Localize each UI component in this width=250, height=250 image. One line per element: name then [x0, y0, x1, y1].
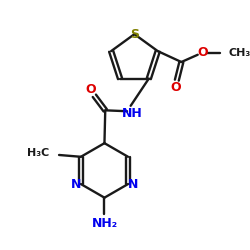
Text: NH: NH	[122, 106, 143, 120]
Text: N: N	[128, 178, 138, 190]
Text: S: S	[130, 28, 139, 41]
Text: O: O	[170, 81, 181, 94]
Text: CH₃: CH₃	[228, 48, 250, 58]
Text: N: N	[71, 178, 82, 190]
Text: O: O	[86, 83, 96, 96]
Text: O: O	[198, 46, 208, 60]
Text: H₃C: H₃C	[27, 148, 49, 158]
Text: NH₂: NH₂	[92, 216, 118, 230]
